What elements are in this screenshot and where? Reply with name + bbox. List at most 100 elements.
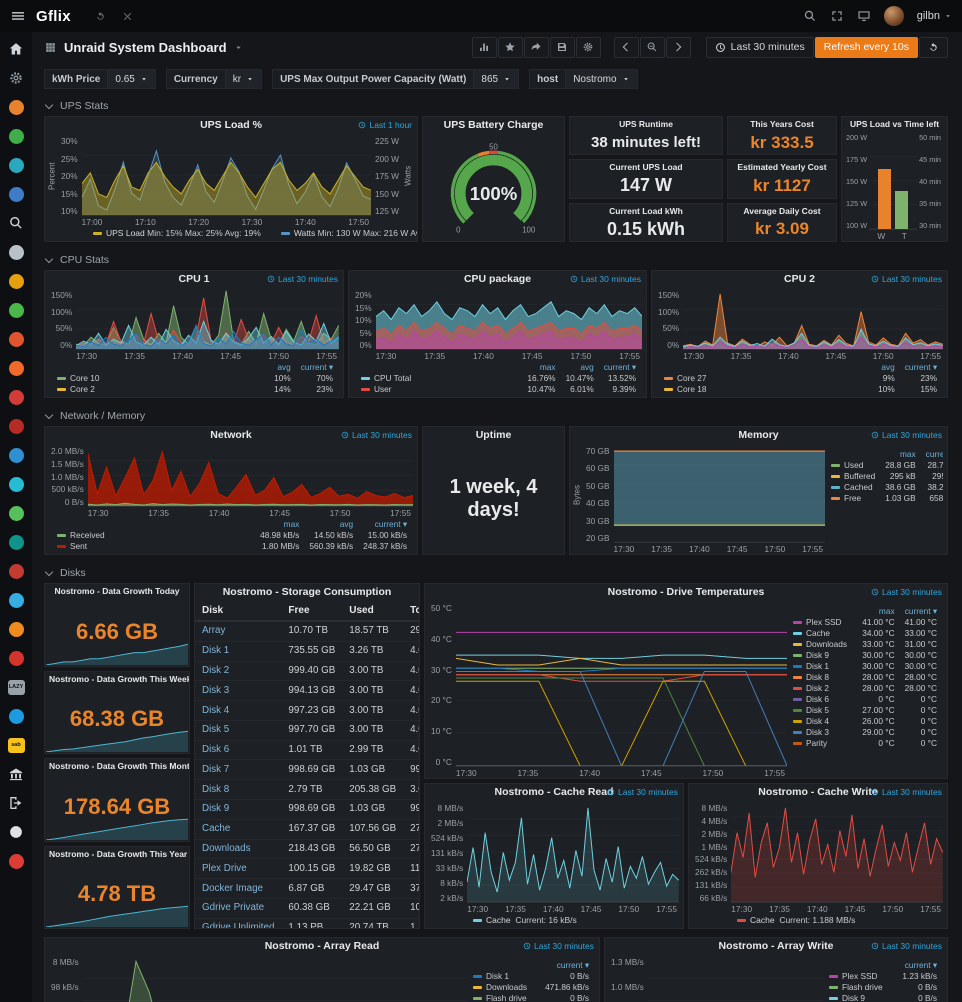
legend-series-core-18[interactable]: Core 18: [662, 383, 870, 394]
legend-sort-current[interactable]: current ▾: [904, 361, 937, 372]
sidebar-item-home[interactable]: [7, 40, 25, 58]
sidebar-item-shortcut-blue-eye[interactable]: [7, 446, 25, 464]
legend-series-watts[interactable]: Watts Min: 130 W Max: 216 W Avg: 162 W: [280, 228, 417, 238]
sidebar-item-github[interactable]: [7, 823, 25, 841]
menu-icon[interactable]: [0, 0, 36, 32]
sidebar-item-shortcut-red-orange[interactable]: [7, 330, 25, 348]
panel-title[interactable]: Nostromo - Cache Write: [758, 786, 878, 798]
column-header-total[interactable]: Total: [403, 601, 419, 622]
cpu1-chart[interactable]: [76, 290, 339, 350]
legend-series-parity[interactable]: Parity: [791, 737, 854, 748]
legend-sort-current[interactable]: current ▾: [603, 361, 636, 372]
legend-series-cpu-total[interactable]: CPU Total: [359, 372, 519, 383]
legend-series-core-27[interactable]: Core 27: [662, 372, 870, 383]
panel-title[interactable]: Network: [210, 429, 252, 441]
legend-series-downloads[interactable]: Downloads: [471, 981, 537, 992]
variable-value-dropdown[interactable]: 0.65: [108, 69, 156, 89]
legend-sort-max[interactable]: max: [878, 605, 895, 616]
sidebar-item-shortcut-bank[interactable]: [7, 765, 25, 783]
time-range-picker[interactable]: Last 30 minutes: [705, 36, 814, 58]
legend-sort-max[interactable]: max: [539, 361, 556, 372]
legend-series-disk-8[interactable]: Disk 8: [791, 671, 854, 682]
legend-series-disk-1[interactable]: Disk 1: [471, 970, 537, 981]
sidebar-item-shortcut-teal-drop[interactable]: [7, 475, 25, 493]
sidebar-item-shortcut-teal-2[interactable]: [7, 533, 25, 551]
panel-title[interactable]: CPU package: [463, 273, 532, 285]
legend-series-disk-4[interactable]: Disk 4: [791, 715, 854, 726]
sidebar-item-sign-out[interactable]: [7, 794, 25, 812]
legend-sort-current[interactable]: current ▾: [374, 518, 407, 529]
panel-title[interactable]: CPU 1: [178, 273, 210, 285]
sidebar-item-shortcut-green-diamond[interactable]: [7, 127, 25, 145]
legend-series-buffered[interactable]: Buffered: [829, 470, 877, 481]
legend-sort-max[interactable]: max: [899, 448, 916, 459]
legend-series-core-2[interactable]: Core 2: [55, 383, 266, 394]
legend-series-flash-drive[interactable]: Flash drive: [471, 992, 537, 1002]
row-header-disks[interactable]: Disks: [44, 563, 948, 583]
panel-title[interactable]: UPS Load vs Time left: [849, 119, 940, 129]
time-range-label[interactable]: Last 30 minutes: [607, 787, 678, 797]
playlist-refresh-icon[interactable]: [95, 11, 106, 22]
time-range-label[interactable]: Last 30 minutes: [267, 274, 338, 284]
legend-series-plex-ssd[interactable]: Plex SSD: [791, 616, 854, 627]
fullscreen-icon[interactable]: [830, 9, 844, 23]
legend-sort-current[interactable]: current ▾: [556, 959, 589, 970]
legend-series-disk-2[interactable]: Disk 2: [791, 682, 854, 693]
sidebar-item-shortcut-lazy[interactable]: LAZY: [7, 678, 25, 696]
caret-down-icon[interactable]: [234, 43, 243, 52]
legend-series-sent[interactable]: Sent: [55, 540, 252, 551]
legend-series-cache[interactable]: Cache Current: 1.188 MB/s: [737, 915, 855, 925]
cache-write-chart[interactable]: [731, 803, 943, 903]
legend-series-disk-1[interactable]: Disk 1: [791, 660, 854, 671]
search-icon[interactable]: [803, 9, 817, 23]
column-header-free[interactable]: Free: [281, 601, 343, 622]
legend-series-received[interactable]: Received: [55, 529, 252, 540]
variable-value-dropdown[interactable]: kr: [225, 69, 263, 89]
cpu-package-chart[interactable]: [375, 290, 642, 350]
sidebar-item-settings[interactable]: [7, 69, 25, 87]
legend-series-disk-9[interactable]: Disk 9: [827, 992, 894, 1002]
legend-series-disk-9[interactable]: Disk 9: [791, 649, 854, 660]
panel-title[interactable]: CPU 2: [784, 273, 815, 285]
sidebar-item-shortcut-red-3[interactable]: [7, 852, 25, 870]
panel-title[interactable]: This Years Cost: [750, 119, 814, 129]
legend-sort-max[interactable]: max: [283, 518, 300, 529]
variable-value-dropdown[interactable]: Nostromo: [566, 69, 638, 89]
legend-series-free[interactable]: Free: [829, 492, 877, 503]
refresh-now-button[interactable]: [919, 36, 948, 58]
legend-sort-avg[interactable]: avg: [339, 518, 354, 529]
cpu2-chart[interactable]: [683, 290, 943, 350]
share-button[interactable]: [523, 36, 549, 58]
time-range-label[interactable]: Last 30 minutes: [523, 941, 594, 951]
save-button[interactable]: [549, 36, 575, 58]
chart-button[interactable]: [471, 36, 497, 58]
gear-button[interactable]: [575, 36, 601, 58]
legend-series-core-10[interactable]: Core 10: [55, 372, 266, 383]
user-menu[interactable]: gilbn: [917, 10, 952, 22]
dashboard-title[interactable]: Unraid System Dashboard: [64, 39, 227, 55]
sidebar-item-shortcut-green[interactable]: [7, 301, 25, 319]
legend-sort-current[interactable]: current ▾: [904, 959, 937, 970]
legend-series-disk-5[interactable]: Disk 5: [791, 704, 854, 715]
ups-load-chart[interactable]: [81, 136, 372, 216]
sidebar-item-shortcut-stripes[interactable]: [7, 562, 25, 580]
sidebar-item-shortcut-teal[interactable]: [7, 156, 25, 174]
time-range-label[interactable]: Last 30 minutes: [871, 587, 942, 597]
legend-series-flash-drive[interactable]: Flash drive: [827, 981, 894, 992]
playlist-close-icon[interactable]: [122, 11, 133, 22]
panel-title[interactable]: Nostromo - Drive Temperatures: [607, 586, 765, 598]
time-range-label[interactable]: Last 30 minutes: [871, 941, 942, 951]
time-range-label[interactable]: Last 30 minutes: [570, 274, 641, 284]
drive-temps-chart[interactable]: [455, 603, 787, 767]
tv-mode-icon[interactable]: [857, 9, 871, 23]
sidebar-item-shortcut-blue-drop[interactable]: [7, 707, 25, 725]
panel-title[interactable]: Nostromo - Data Growth Today: [54, 586, 180, 596]
sidebar-item-shortcut-flame[interactable]: [7, 359, 25, 377]
row-header-ups-stats[interactable]: UPS Stats: [44, 96, 948, 116]
cache-read-chart[interactable]: [467, 803, 679, 903]
panel-title[interactable]: UPS Runtime: [619, 119, 673, 129]
ups-bars-chart[interactable]: [869, 133, 918, 230]
sidebar-item-shortcut-unraid[interactable]: [7, 98, 25, 116]
sidebar-item-shortcut-plex[interactable]: [7, 272, 25, 290]
panel-title[interactable]: Estimated Yearly Cost: [737, 162, 827, 173]
